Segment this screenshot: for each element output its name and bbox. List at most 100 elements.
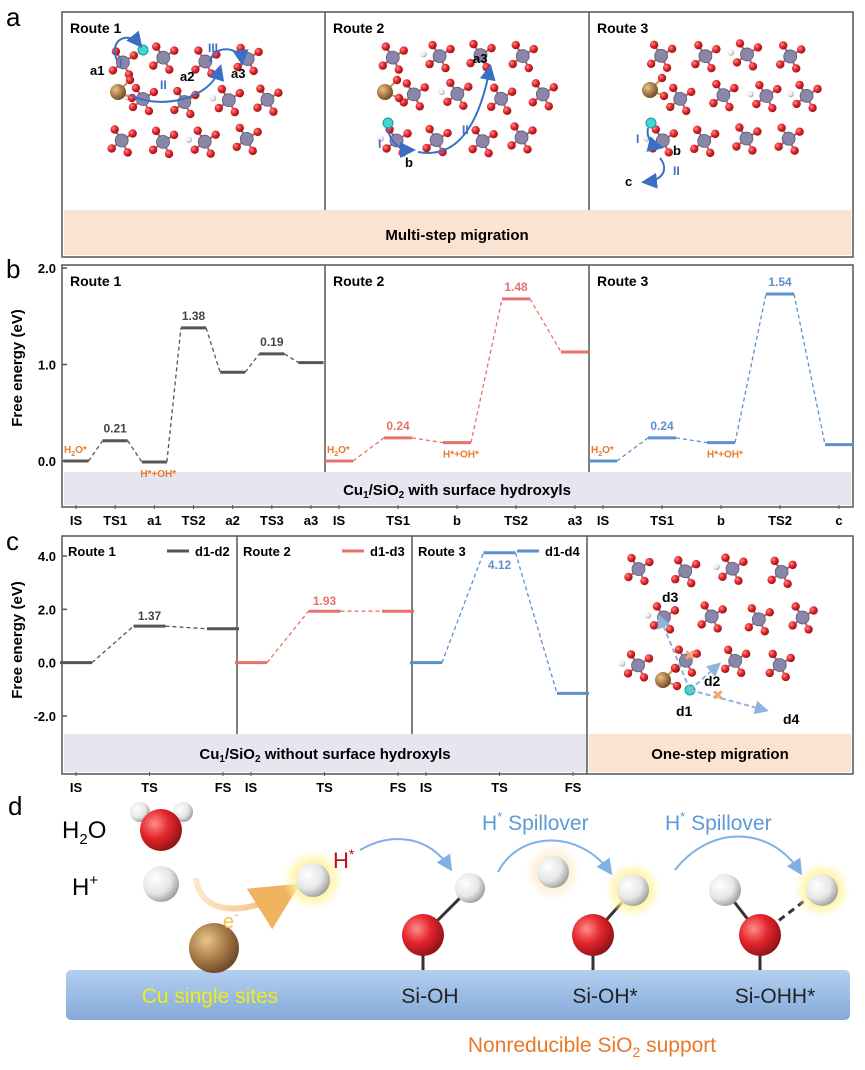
oxygen-atom bbox=[813, 84, 822, 94]
x-tick-label: TS1 bbox=[650, 513, 674, 528]
oxygen-atom bbox=[649, 621, 659, 630]
route-title: Route 2 bbox=[243, 544, 291, 559]
silicon-atom bbox=[783, 49, 798, 64]
panel-b-ylabel: Free energy (eV) bbox=[9, 309, 26, 427]
oxygen-atom bbox=[692, 649, 702, 658]
x-tick-label: TS2 bbox=[182, 513, 206, 528]
oxygen-atom bbox=[809, 606, 818, 615]
site-b-label-route-3: b bbox=[673, 143, 681, 158]
sio2-support-slab bbox=[66, 970, 850, 1020]
oxygen-atom bbox=[523, 145, 532, 154]
oxygen-atom bbox=[170, 105, 179, 115]
oxygen-atom bbox=[723, 645, 733, 655]
silicon-atom bbox=[535, 87, 550, 102]
oxygen-atom bbox=[674, 645, 684, 654]
oxygen-atom bbox=[645, 557, 654, 567]
si-ohh-star-label: Si-OHH* bbox=[735, 985, 816, 1008]
connector-line bbox=[616, 437, 649, 462]
oxygen-atom bbox=[443, 97, 452, 107]
oxygen-atom bbox=[712, 79, 721, 89]
oxygen-atom bbox=[739, 557, 748, 566]
oxygen-atom bbox=[670, 663, 680, 673]
site-a3-label-route-2: a3 bbox=[473, 51, 487, 66]
oxygen-atom bbox=[777, 123, 786, 132]
oxygen-atom bbox=[207, 69, 216, 78]
oxygen-atom bbox=[672, 681, 682, 691]
route-2-annotations: I II b a3 bbox=[378, 51, 496, 170]
silicon-atom bbox=[799, 88, 814, 103]
route-2-lattice bbox=[377, 39, 559, 158]
si-oh-star-label: Si-OH* bbox=[572, 985, 637, 1008]
oxygen-atom bbox=[253, 103, 262, 112]
h-oh-state-label: H*+OH* bbox=[443, 450, 479, 461]
x-tick-label: IS bbox=[597, 513, 610, 528]
silicon-atom bbox=[678, 653, 693, 668]
spill-arrow-2 bbox=[497, 839, 613, 876]
site-a2-label: a2 bbox=[180, 69, 194, 84]
oxygen-atom bbox=[776, 60, 785, 69]
oxygen-atom bbox=[735, 39, 745, 48]
oxygen-atom bbox=[484, 148, 493, 158]
y-tick-label: -2.0 bbox=[34, 709, 56, 724]
silicon-atom bbox=[725, 561, 740, 576]
blocked-mark-d3: ✖ bbox=[684, 647, 696, 663]
oxygen-atom bbox=[443, 128, 452, 138]
oxygen-atom bbox=[790, 146, 799, 155]
oxygen-atom bbox=[524, 63, 533, 73]
hydrogen-atom bbox=[644, 612, 652, 619]
hydrogen-atom bbox=[787, 90, 794, 98]
oxygen-atom bbox=[173, 86, 182, 96]
oxygen-atom bbox=[626, 650, 636, 659]
oxygen-atom bbox=[392, 75, 402, 85]
silicon-atom bbox=[450, 86, 465, 101]
si-oh-star-oxygen bbox=[572, 914, 614, 956]
h-star-label: H* bbox=[333, 846, 355, 873]
y-tick-label: 4.0 bbox=[38, 549, 56, 564]
silicon-atom bbox=[728, 653, 743, 668]
oxygen-atom bbox=[753, 43, 763, 52]
route-1-annotations: I II III a1 a2 a3 bbox=[90, 30, 249, 103]
oxygen-atom bbox=[646, 59, 656, 69]
oxygen-atom bbox=[744, 623, 754, 632]
barrier-label: 0.21 bbox=[103, 422, 127, 436]
oxygen-atom bbox=[734, 576, 743, 585]
route-1-step-3: III bbox=[208, 41, 218, 55]
oxygen-atom bbox=[664, 148, 674, 157]
connector-line bbox=[411, 437, 444, 444]
oxygen-atom bbox=[446, 78, 455, 88]
connector-line bbox=[266, 610, 310, 664]
oxygen-atom bbox=[753, 127, 762, 136]
oxygen-atom bbox=[464, 82, 473, 92]
oxygen-atom bbox=[666, 102, 675, 112]
hydrogen-atom bbox=[713, 563, 720, 571]
h-oh-state-label: H*+OH* bbox=[140, 469, 176, 480]
panel-b-letter: b bbox=[6, 254, 20, 284]
oxygen-atom bbox=[670, 606, 680, 615]
site-b-label: b bbox=[405, 155, 413, 170]
oxygen-atom bbox=[422, 143, 431, 153]
site-a1-label: a1 bbox=[90, 63, 104, 78]
oxygen-atom bbox=[529, 44, 538, 54]
oxygen-atom bbox=[123, 148, 132, 157]
connector-line bbox=[352, 437, 385, 462]
panel-b-frame bbox=[61, 264, 854, 508]
x-tick-label: a1 bbox=[147, 513, 161, 528]
silicon-atom bbox=[514, 130, 529, 145]
oxygen-atom bbox=[718, 572, 727, 581]
route-3-annotations: I II b c bbox=[625, 127, 681, 189]
oxygen-atom bbox=[441, 63, 450, 73]
oxygen-atom bbox=[190, 145, 199, 154]
oxygen-atom bbox=[256, 84, 265, 93]
oxygen-atom bbox=[249, 66, 258, 76]
oxygen-atom bbox=[544, 102, 554, 111]
silicon-atom bbox=[704, 609, 719, 624]
h-oh-state-label: H*+OH* bbox=[707, 450, 743, 461]
panel-c-right-banner bbox=[589, 734, 851, 772]
oxygen-atom bbox=[770, 556, 779, 566]
route-title: Route 1 bbox=[68, 544, 116, 559]
oxygen-atom bbox=[128, 129, 137, 138]
oxygen-atom bbox=[489, 129, 498, 139]
copper-atom bbox=[110, 84, 126, 100]
oxygen-atom bbox=[394, 93, 404, 103]
silicon-atom bbox=[781, 131, 796, 146]
